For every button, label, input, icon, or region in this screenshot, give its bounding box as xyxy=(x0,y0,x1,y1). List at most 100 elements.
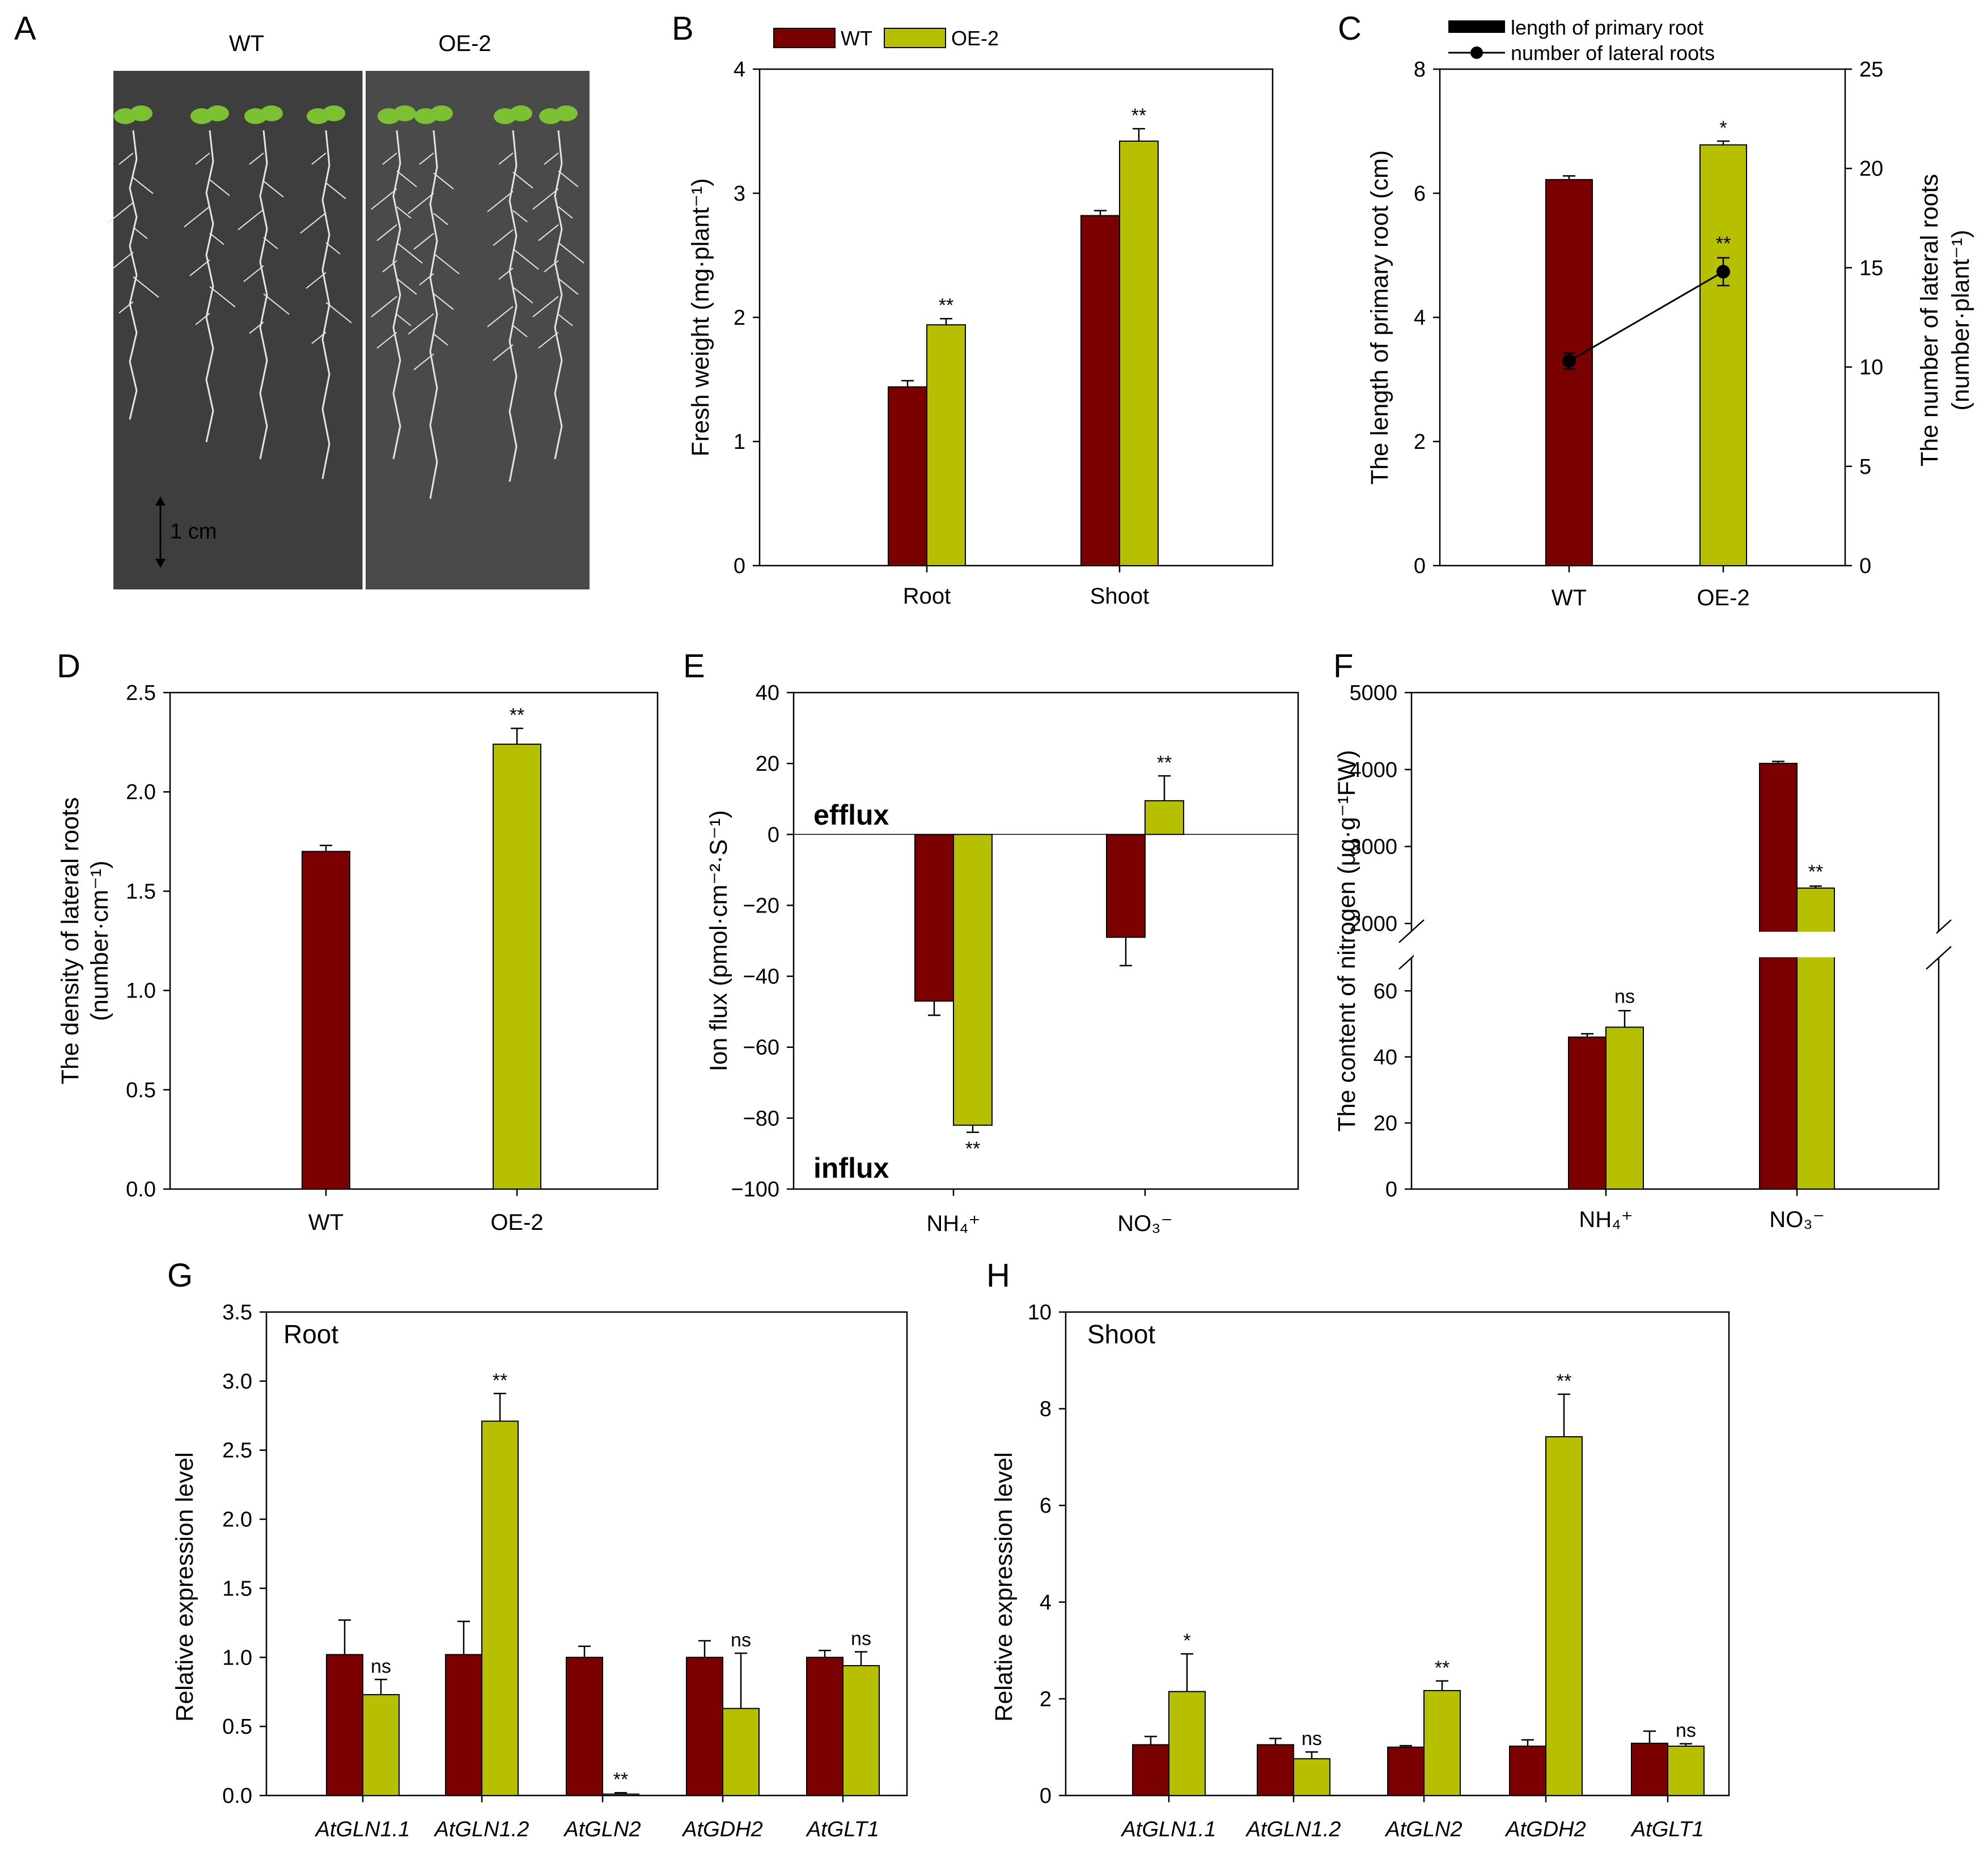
h-y-label: 4 xyxy=(1040,1591,1052,1615)
e-y-label: −60 xyxy=(743,1036,779,1060)
d-y-label: 0.5 xyxy=(126,1079,156,1102)
primary-root xyxy=(392,130,401,460)
lateral-root xyxy=(118,152,134,165)
lateral-root xyxy=(263,180,284,198)
c-series-line xyxy=(1569,271,1724,362)
lateral-root xyxy=(512,210,528,223)
lateral-root xyxy=(512,172,533,189)
e-y-label: 40 xyxy=(756,681,779,705)
c-plot-frame xyxy=(1439,68,1846,567)
g-y-label: 1.0 xyxy=(222,1646,252,1670)
g-y-label: 2.0 xyxy=(222,1508,252,1532)
lateral-root xyxy=(382,152,397,165)
c-y2-label: 20 xyxy=(1859,157,1883,181)
lateral-root xyxy=(413,233,434,250)
c-y-label: 6 xyxy=(1414,182,1426,206)
g-bar xyxy=(602,1793,639,1796)
d-bar xyxy=(493,744,541,1190)
c-category: WT xyxy=(1552,585,1587,610)
lateral-root xyxy=(487,190,514,213)
g-bar xyxy=(481,1420,519,1796)
lateral-root xyxy=(544,260,559,273)
h-gene-label: AtGLN1.1 xyxy=(1121,1818,1216,1841)
d-y-label: 0.0 xyxy=(126,1178,156,1202)
e-category: NH₄⁺ xyxy=(926,1211,980,1236)
panel-label-d: D xyxy=(57,648,80,685)
d-significance: ** xyxy=(510,704,524,726)
e-bar xyxy=(1145,800,1184,835)
lateral-root xyxy=(396,313,412,326)
g-bar xyxy=(326,1654,363,1796)
seedling-photo: WT OE-2 1 cm xyxy=(107,31,590,589)
c-y2-label: 0 xyxy=(1859,554,1871,578)
f-category: NH₄⁺ xyxy=(1579,1207,1633,1232)
lateral-root xyxy=(209,286,236,308)
primary-root xyxy=(554,130,563,460)
e-y-label: −20 xyxy=(743,894,779,918)
lateral-root xyxy=(263,293,290,315)
g-bar xyxy=(362,1694,400,1797)
legend-bar-label: length of primary root xyxy=(1511,16,1703,39)
g-gene-label: AtGLN2 xyxy=(563,1818,641,1841)
e-ylabel: Ion flux (pmol·cm⁻²·S⁻¹) xyxy=(705,810,732,1071)
c-y-label: 4 xyxy=(1414,306,1426,330)
lateral-root xyxy=(189,259,210,277)
g-bar xyxy=(686,1657,723,1796)
seedlings xyxy=(107,105,584,499)
d-y-label: 2.0 xyxy=(126,780,156,804)
c-y-label: 0 xyxy=(1414,554,1426,578)
primary-root xyxy=(429,130,438,499)
c-y-label: 2 xyxy=(1414,430,1426,454)
b-y-label: 0 xyxy=(734,554,745,578)
lateral-root xyxy=(107,202,134,224)
lateral-root xyxy=(243,265,264,282)
cotyledon xyxy=(206,105,229,121)
primary-root xyxy=(205,130,214,443)
cotyledon xyxy=(130,105,152,121)
c-y-label: 8 xyxy=(1414,58,1426,82)
f-category: NO₃⁻ xyxy=(1769,1207,1824,1232)
c-line-significance: ** xyxy=(1716,233,1731,254)
g-significance: ns xyxy=(851,1628,871,1650)
g-significance: ns xyxy=(731,1629,751,1651)
f-axis-break-mark xyxy=(1926,946,1952,970)
f-y-upper-label: 2000 xyxy=(1349,912,1397,936)
lateral-root xyxy=(538,332,559,349)
c-y2-label: 5 xyxy=(1859,455,1871,479)
c-ylabel2-line1: The number of lateral roots xyxy=(1916,174,1943,466)
panel-label-e: E xyxy=(683,648,705,685)
f-significance: ** xyxy=(1808,861,1823,883)
lateral-root xyxy=(512,325,528,338)
lateral-root xyxy=(493,344,514,361)
d-bar xyxy=(302,851,350,1190)
lateral-root xyxy=(325,182,346,199)
g-y-label: 1.5 xyxy=(222,1577,252,1601)
g-y-label: 3.0 xyxy=(222,1370,252,1394)
e-bar xyxy=(1106,834,1146,938)
e-bar xyxy=(914,834,954,1002)
b-category: Shoot xyxy=(1090,584,1150,609)
g-title: Root xyxy=(283,1319,338,1349)
h-significance: ** xyxy=(1435,1657,1449,1679)
legend-c: length of primary root number of lateral… xyxy=(1448,16,1715,65)
g-y-label: 3.5 xyxy=(222,1301,252,1325)
h-significance: ns xyxy=(1302,1728,1322,1750)
cotyledon xyxy=(323,105,345,121)
lateral-root xyxy=(498,268,514,280)
g-ylabel: Relative expression level xyxy=(171,1452,198,1722)
lateral-root xyxy=(249,152,264,165)
lateral-root xyxy=(113,252,134,269)
lateral-root xyxy=(300,212,327,234)
c-line-point xyxy=(1716,265,1730,279)
c-bar xyxy=(1699,144,1747,566)
c-category: OE-2 xyxy=(1697,585,1749,610)
legend-bar-swatch xyxy=(1448,20,1505,33)
lateral-root xyxy=(433,172,454,190)
g-bar xyxy=(722,1708,760,1796)
b-significance: ** xyxy=(939,295,953,316)
c-bar-significance: * xyxy=(1719,117,1727,139)
h-bar xyxy=(1509,1745,1546,1796)
cotyledon xyxy=(260,105,283,121)
h-bar xyxy=(1545,1436,1583,1796)
lateral-root xyxy=(532,296,559,317)
